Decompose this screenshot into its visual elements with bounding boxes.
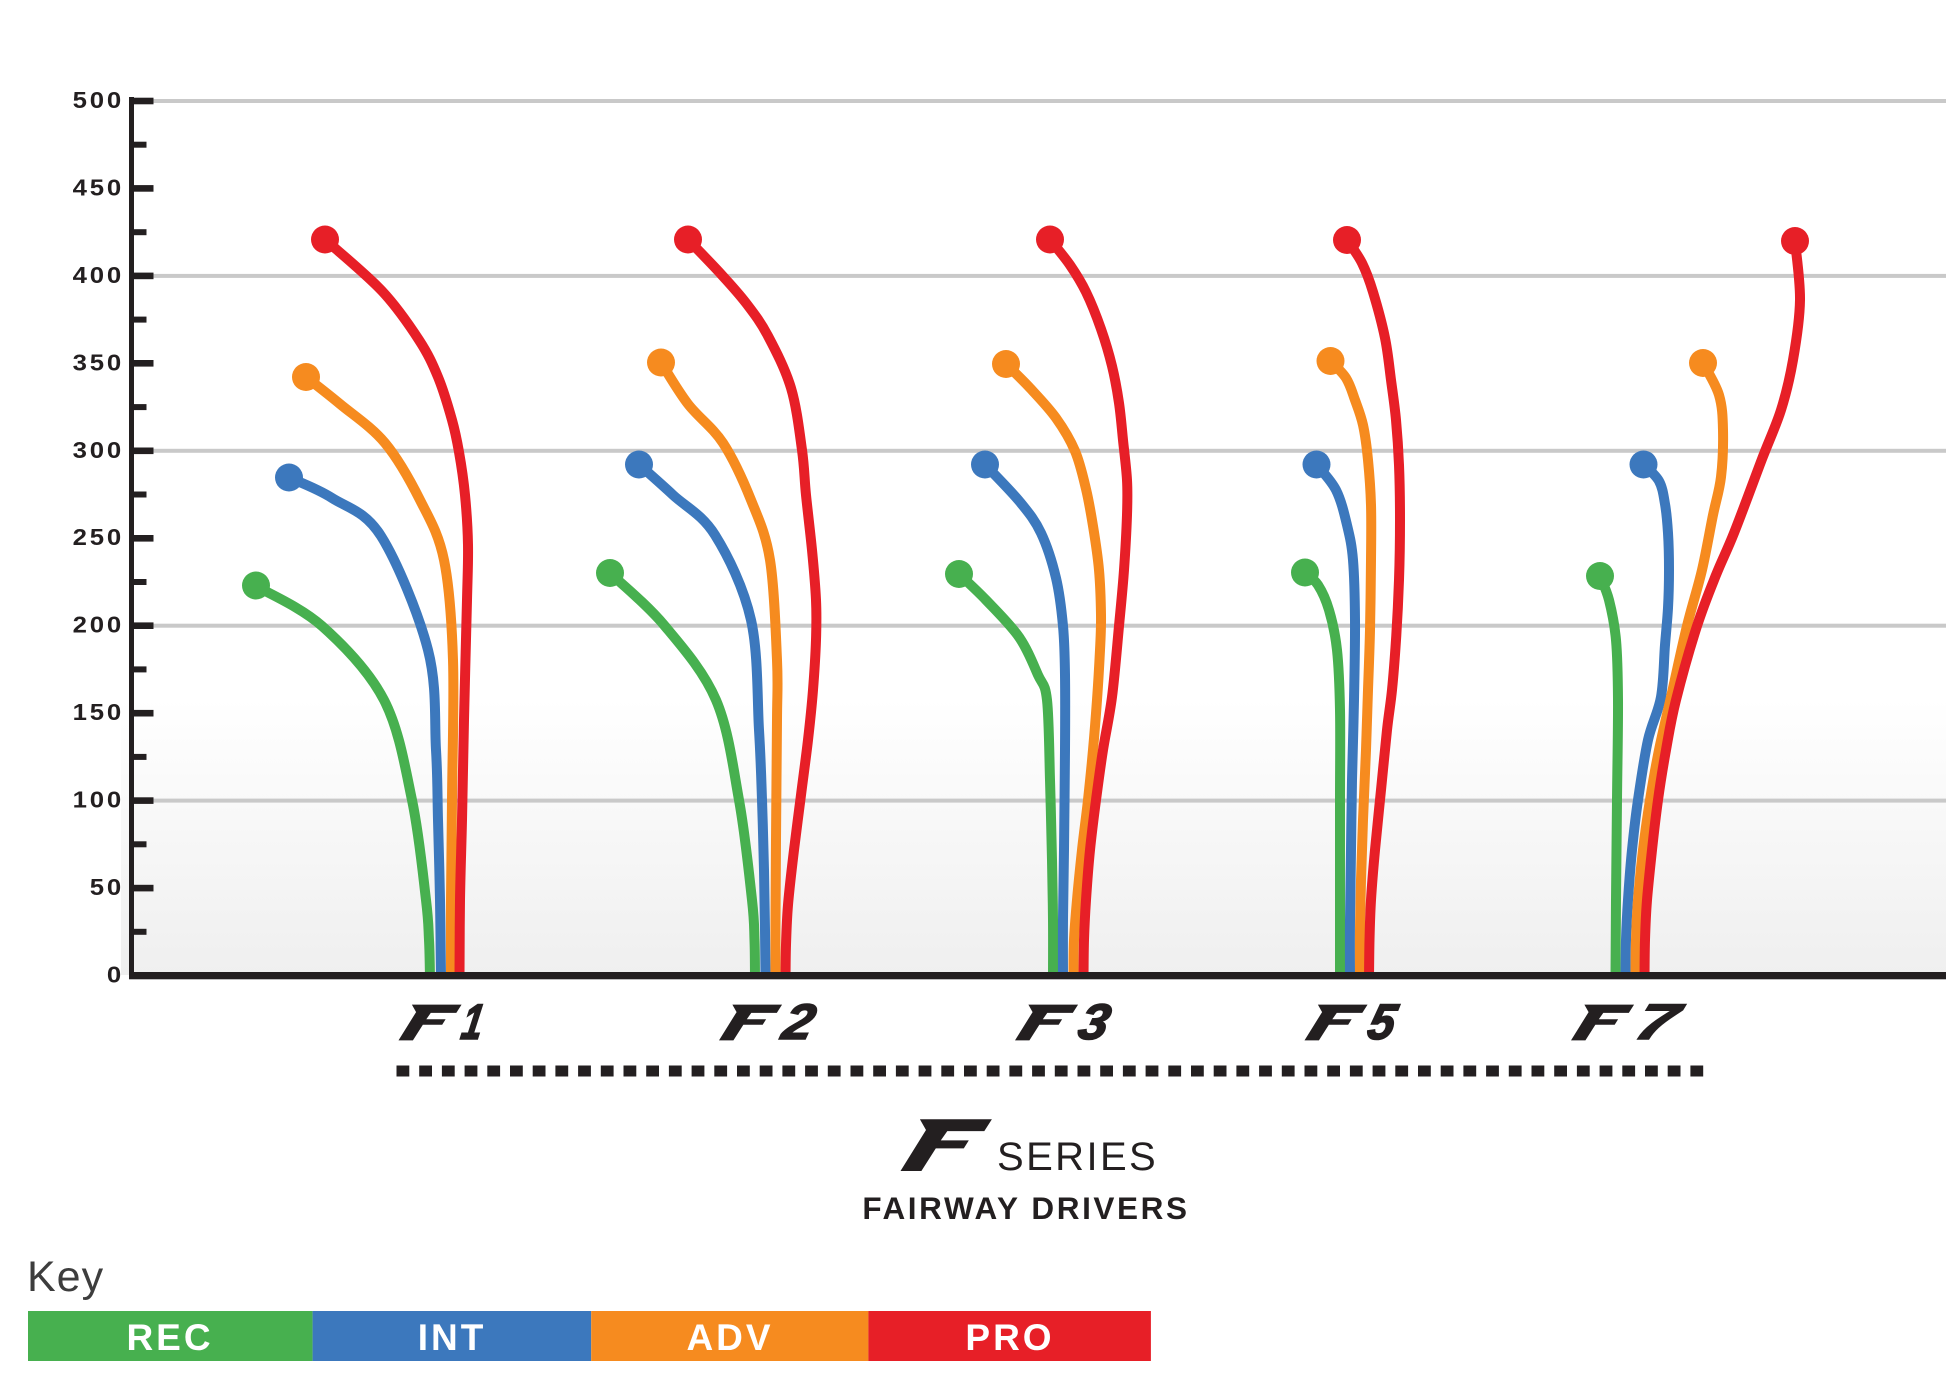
svg-text:Key: Key [27, 1253, 104, 1301]
svg-text:50: 50 [90, 875, 124, 900]
svg-text:PRO: PRO [965, 1317, 1054, 1358]
svg-text:SERIES: SERIES [997, 1135, 1158, 1179]
svg-text:250: 250 [73, 525, 124, 550]
svg-text:INT: INT [418, 1317, 487, 1358]
svg-text:350: 350 [73, 351, 124, 376]
svg-text:200: 200 [73, 613, 124, 638]
svg-text:ADV: ADV [686, 1317, 773, 1358]
svg-text:0: 0 [107, 963, 124, 988]
svg-text:300: 300 [73, 438, 124, 463]
svg-text:400: 400 [73, 263, 124, 288]
svg-text:REC: REC [126, 1317, 213, 1358]
svg-text:500: 500 [73, 88, 124, 113]
svg-text:150: 150 [73, 700, 124, 725]
svg-text:450: 450 [73, 176, 124, 201]
svg-text:100: 100 [73, 788, 124, 813]
svg-text:FAIRWAY DRIVERS: FAIRWAY DRIVERS [862, 1190, 1189, 1226]
